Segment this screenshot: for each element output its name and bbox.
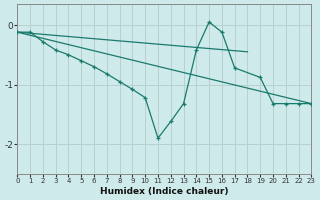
X-axis label: Humidex (Indice chaleur): Humidex (Indice chaleur) xyxy=(100,187,228,196)
